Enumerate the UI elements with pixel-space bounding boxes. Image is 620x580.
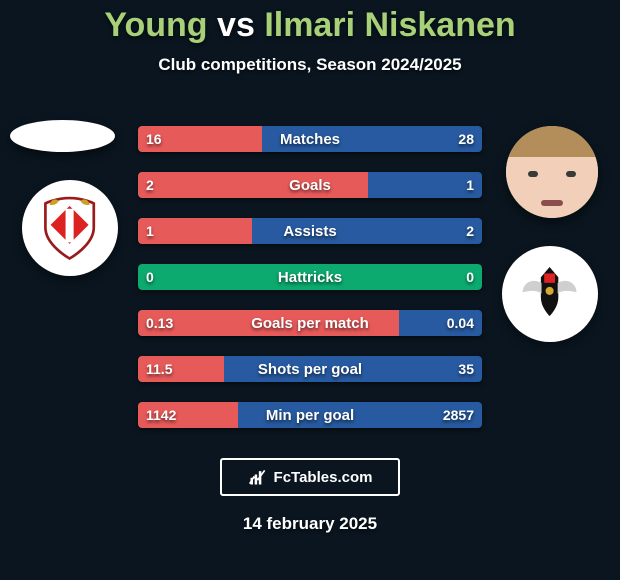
stat-row: 1628Matches [138,126,482,152]
site-logo: FcTables.com [220,458,400,496]
stats-bars: 1628Matches 21Goals 12Assists 00Hattricks 0.… [138,126,482,448]
stat-row: 11422857Min per goal [138,402,482,428]
player1-club-crest [22,180,118,276]
stat-row: 21Goals [138,172,482,198]
stat-row: 11.535Shots per goal [138,356,482,382]
stat-label: Goals per match [138,310,482,336]
title-player2: Ilmari Niskanen [264,6,515,44]
chart-icon [248,467,268,487]
stat-row: 0.130.04Goals per match [138,310,482,336]
stat-label: Assists [138,218,482,244]
shield-icon [36,194,103,261]
stat-label: Goals [138,172,482,198]
player2-avatar [506,126,598,218]
stat-label: Min per goal [138,402,482,428]
stat-label: Hattricks [138,264,482,290]
title-vs: vs [217,6,255,44]
comparison-title: Young vs Ilmari Niskanen [0,0,620,45]
player2-club-crest [502,246,598,342]
crest-icon [516,260,583,327]
site-logo-text: FcTables.com [274,469,373,486]
stat-row: 00Hattricks [138,264,482,290]
stat-label: Shots per goal [138,356,482,382]
stat-row: 12Assists [138,218,482,244]
comparison-date: 14 february 2025 [0,514,620,534]
player1-avatar [10,120,115,152]
title-player1: Young [104,6,207,44]
subtitle: Club competitions, Season 2024/2025 [0,55,620,75]
stat-label: Matches [138,126,482,152]
